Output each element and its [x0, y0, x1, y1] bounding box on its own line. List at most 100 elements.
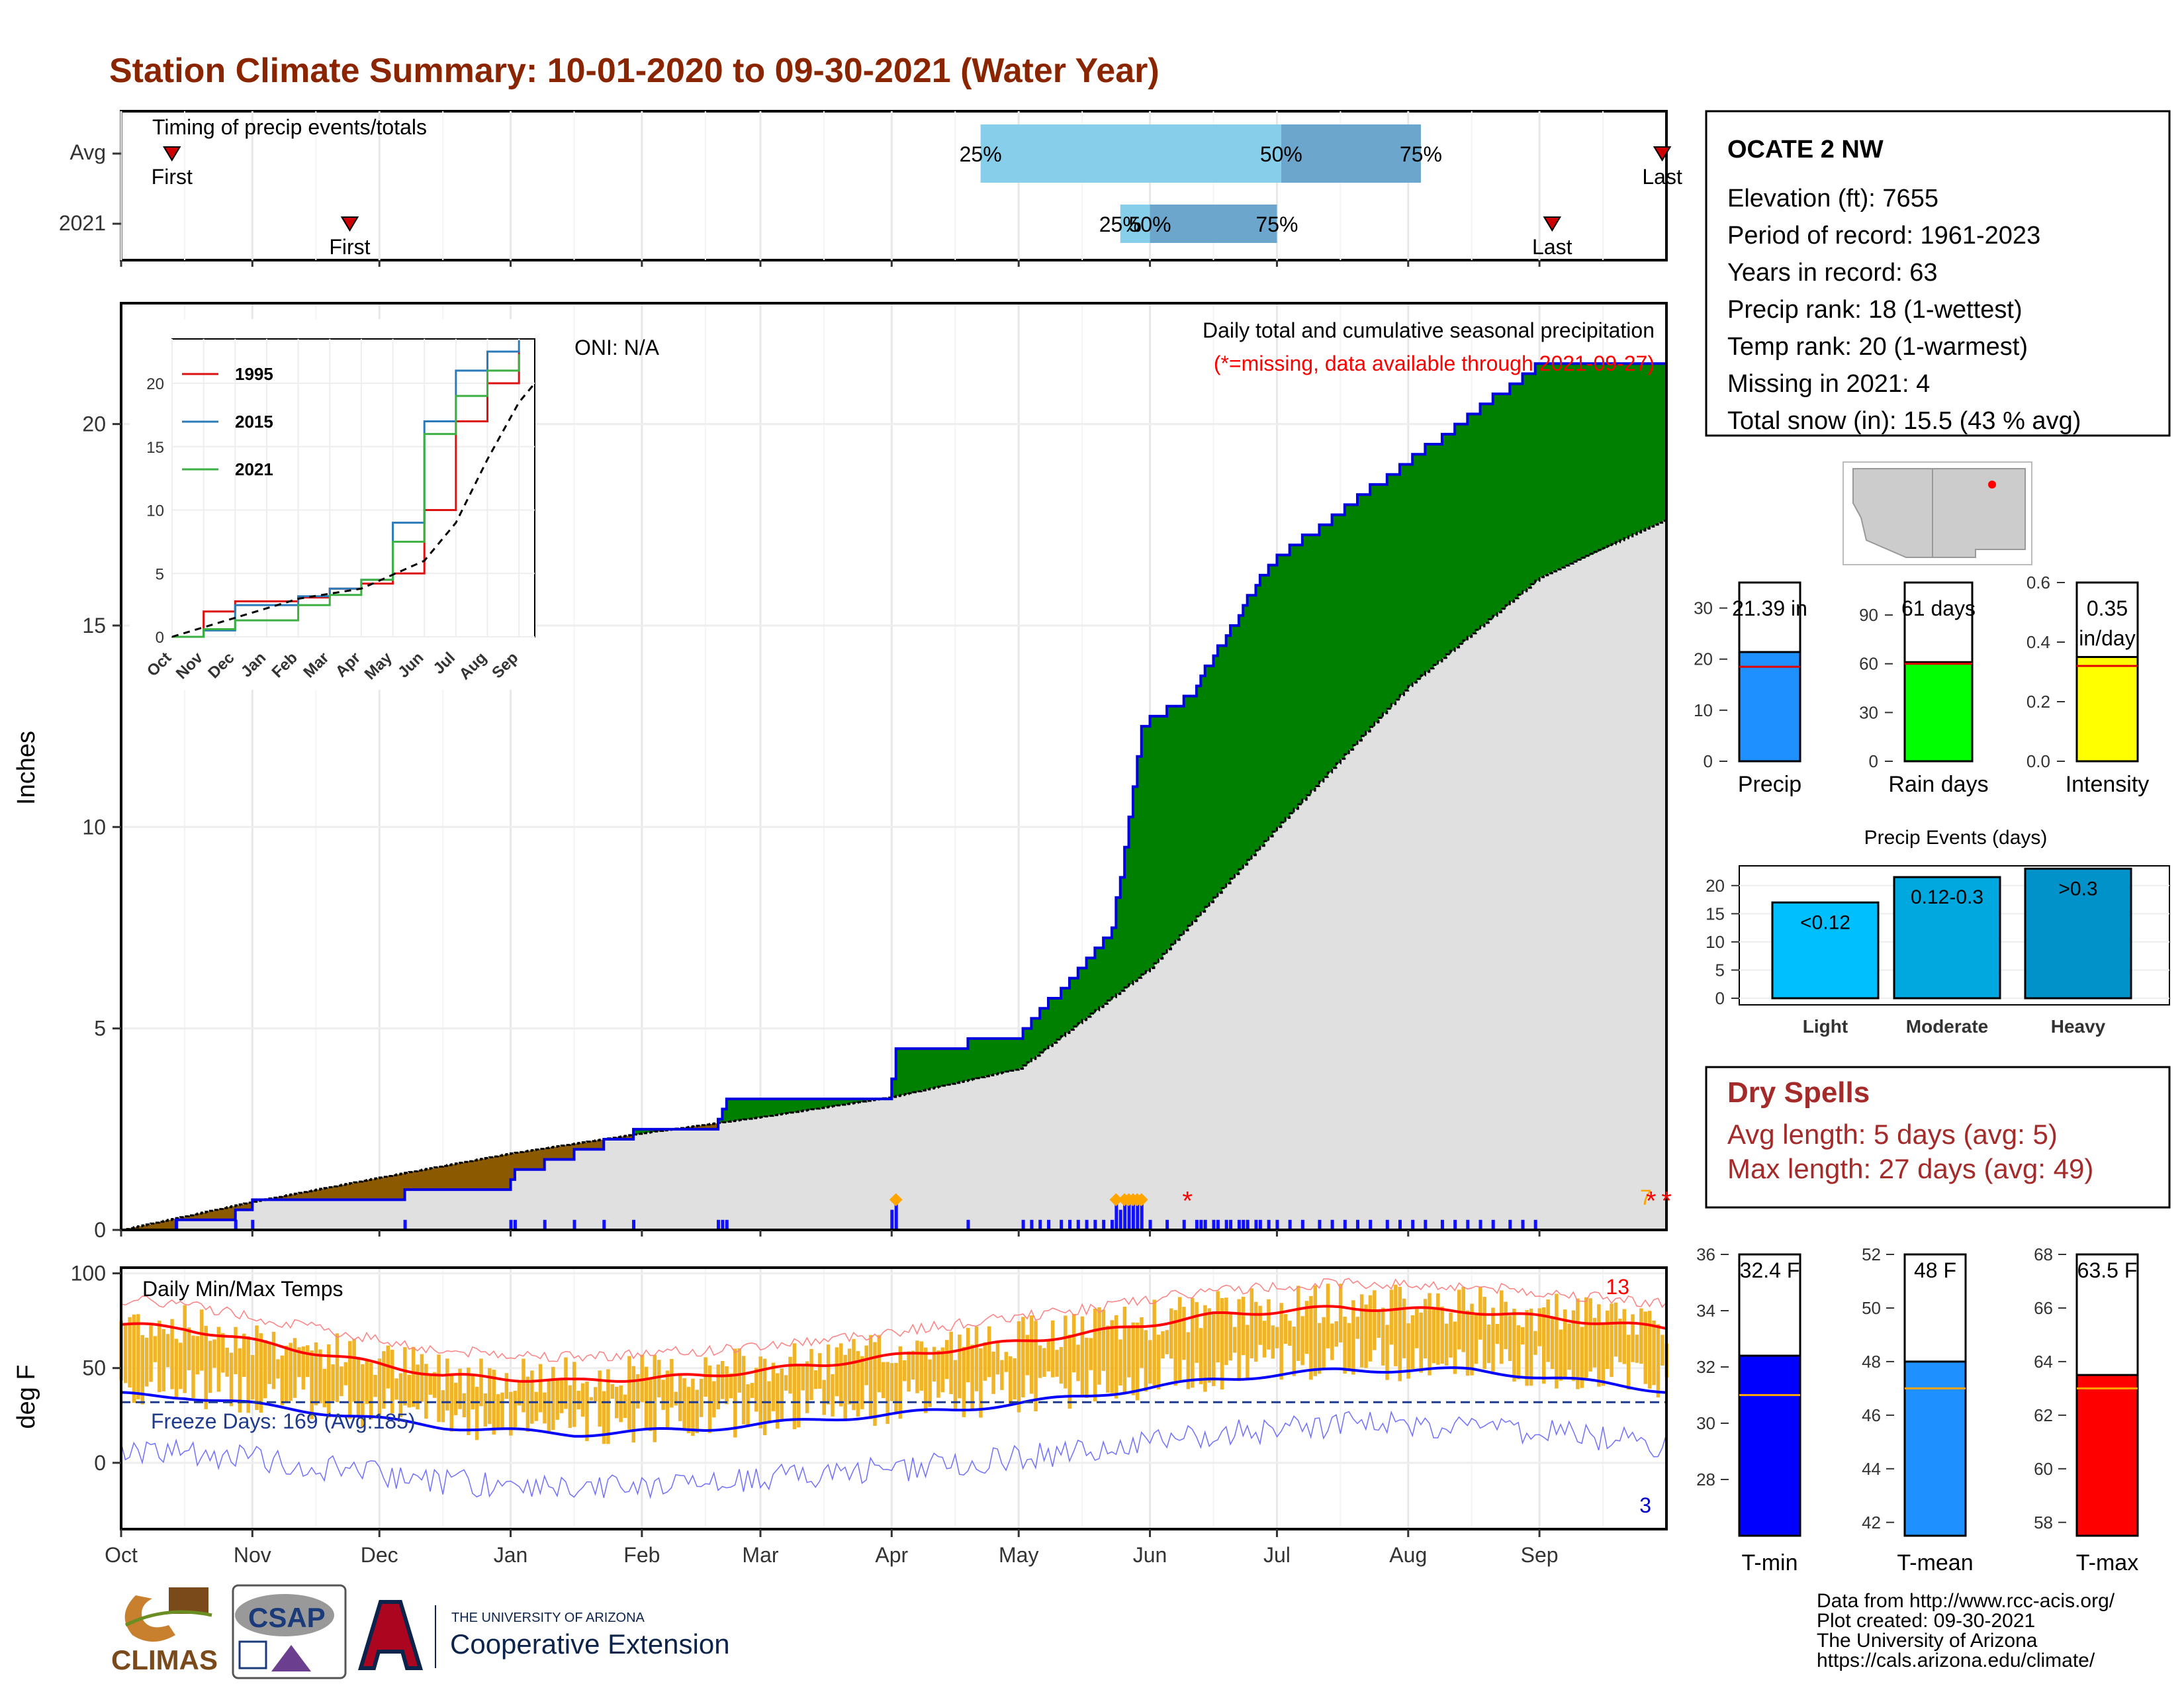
daily-temp-bar [267, 1342, 271, 1384]
daily-precip-bar [1237, 1219, 1241, 1230]
inset-legend-label: 2021 [235, 459, 273, 479]
above-avg-slice [1531, 373, 1536, 585]
daily-temp-bar [449, 1373, 453, 1432]
below-avg-slice [709, 1124, 715, 1129]
above-avg-slice [1446, 434, 1451, 655]
below-avg-slice [193, 1214, 198, 1220]
summary-bar-tick-label: 10 [1694, 700, 1713, 720]
daily-temp-bar [1085, 1337, 1089, 1398]
daily-temp-bar [1635, 1335, 1639, 1363]
events-tick-label: 5 [1715, 960, 1725, 980]
above-avg-slice [1137, 756, 1142, 978]
below-avg-slice [134, 1227, 139, 1230]
daily-precip-bar [1127, 1199, 1131, 1230]
daily-temp-bar [1207, 1308, 1212, 1383]
daily-temp-bar [517, 1382, 522, 1406]
coop-ext-text: Cooperative Extension [450, 1628, 730, 1660]
above-avg-slice [1027, 1028, 1032, 1062]
above-avg-slice [989, 1038, 994, 1076]
daily-temp-bar [995, 1341, 1000, 1375]
month-label: Jul [1263, 1543, 1291, 1567]
below-avg-slice [205, 1211, 210, 1220]
daily-temp-bar [255, 1325, 259, 1410]
above-avg-slice [1205, 665, 1210, 908]
temp-summary-tick-label: 42 [1862, 1513, 1881, 1532]
daily-temp-bar [1495, 1323, 1500, 1344]
above-avg-slice [1480, 404, 1485, 627]
below-avg-slice [549, 1147, 554, 1160]
above-avg-slice [837, 1099, 842, 1105]
daily-temp-bar [221, 1333, 225, 1373]
above-avg-slice [1378, 484, 1383, 718]
daily-temp-bar [831, 1374, 835, 1417]
daily-temp-bar [1588, 1298, 1592, 1372]
temp-summary-value: 48 F [1914, 1258, 1956, 1282]
below-avg-slice [392, 1175, 397, 1200]
footer-line-1: Plot created: 09-30-2021 [1817, 1610, 2035, 1632]
daily-precip-bar [1254, 1219, 1258, 1230]
daily-temp-bar [1122, 1306, 1127, 1393]
station-line-3: Precip rank: 18 (1-wettest) [1727, 296, 2023, 324]
daily-temp-bar [475, 1387, 479, 1440]
above-avg-slice [1598, 363, 1604, 550]
daily-temp-bar [1021, 1317, 1025, 1397]
daily-temp-bar [707, 1365, 712, 1433]
daily-temp-bar [572, 1362, 576, 1427]
above-avg-slice [633, 1129, 639, 1135]
above-avg-slice [841, 1099, 846, 1105]
daily-temp-bar [467, 1367, 471, 1435]
above-avg-slice [1476, 414, 1481, 630]
above-avg-slice [1188, 696, 1193, 926]
daily-precip-bar [1195, 1219, 1199, 1230]
above-avg-slice [1425, 444, 1430, 673]
below-avg-slice [540, 1149, 545, 1170]
precip-events-chart: Precip Events (days) 05101520<0.12Light0… [1706, 827, 2170, 1037]
last-precip-marker [1653, 146, 1672, 162]
daily-precip-bar [890, 1209, 894, 1230]
daily-temp-bar [471, 1376, 475, 1410]
daily-temp-bar [301, 1346, 306, 1390]
above-avg-slice [1243, 605, 1248, 865]
station-location-dot [1988, 481, 1996, 489]
timing-quartile-bars [980, 124, 1421, 243]
daily-temp-bar [1389, 1289, 1394, 1345]
daily-temp-bar [1300, 1316, 1304, 1366]
daily-temp-bar [1288, 1321, 1292, 1346]
above-avg-slice [768, 1099, 774, 1116]
climas-logo: CLIMAS [111, 1587, 218, 1675]
below-avg-slice [396, 1174, 401, 1200]
daily-temp-bar [1220, 1298, 1224, 1390]
daily-temp-bar [1423, 1299, 1428, 1359]
daily-temp-bar [289, 1342, 293, 1401]
daily-temp-bar [310, 1350, 314, 1419]
above-avg-slice [1522, 373, 1527, 592]
snow-marker [889, 1193, 903, 1207]
above-avg-slice [1497, 393, 1502, 612]
below-avg-slice [523, 1151, 528, 1170]
daily-temp-bar [776, 1373, 780, 1429]
below-avg-slice [286, 1195, 291, 1200]
daily-temp-bar [259, 1333, 263, 1413]
daily-precip-bar [1076, 1219, 1080, 1230]
above-avg-slice [1031, 1018, 1036, 1059]
daily-temp-bar [1025, 1335, 1030, 1376]
daily-precip-bar [1199, 1219, 1203, 1230]
temp-summary-tick-label: 30 [1696, 1413, 1715, 1433]
temp-y-label: deg F [13, 1364, 40, 1429]
avg-cumulative-fill [121, 520, 1666, 1230]
daily-temp-bar [919, 1341, 924, 1391]
above-avg-slice [1547, 363, 1553, 574]
below-avg-slice [290, 1194, 295, 1200]
above-avg-slice [959, 1049, 964, 1082]
below-avg-slice [480, 1158, 486, 1190]
above-avg-slice [1298, 545, 1303, 804]
above-avg-slice [641, 1129, 647, 1133]
daily-temp-bar [212, 1339, 216, 1368]
footer-line-2: The University of Arizona [1817, 1630, 2038, 1652]
daily-precip-bar [1246, 1219, 1250, 1230]
month-label: Jan [494, 1543, 528, 1567]
daily-temp-bar [504, 1373, 509, 1399]
above-avg-slice [1526, 373, 1531, 588]
above-avg-slice [1209, 665, 1214, 902]
summary-bar-tick-label: 0.6 [2026, 573, 2050, 592]
